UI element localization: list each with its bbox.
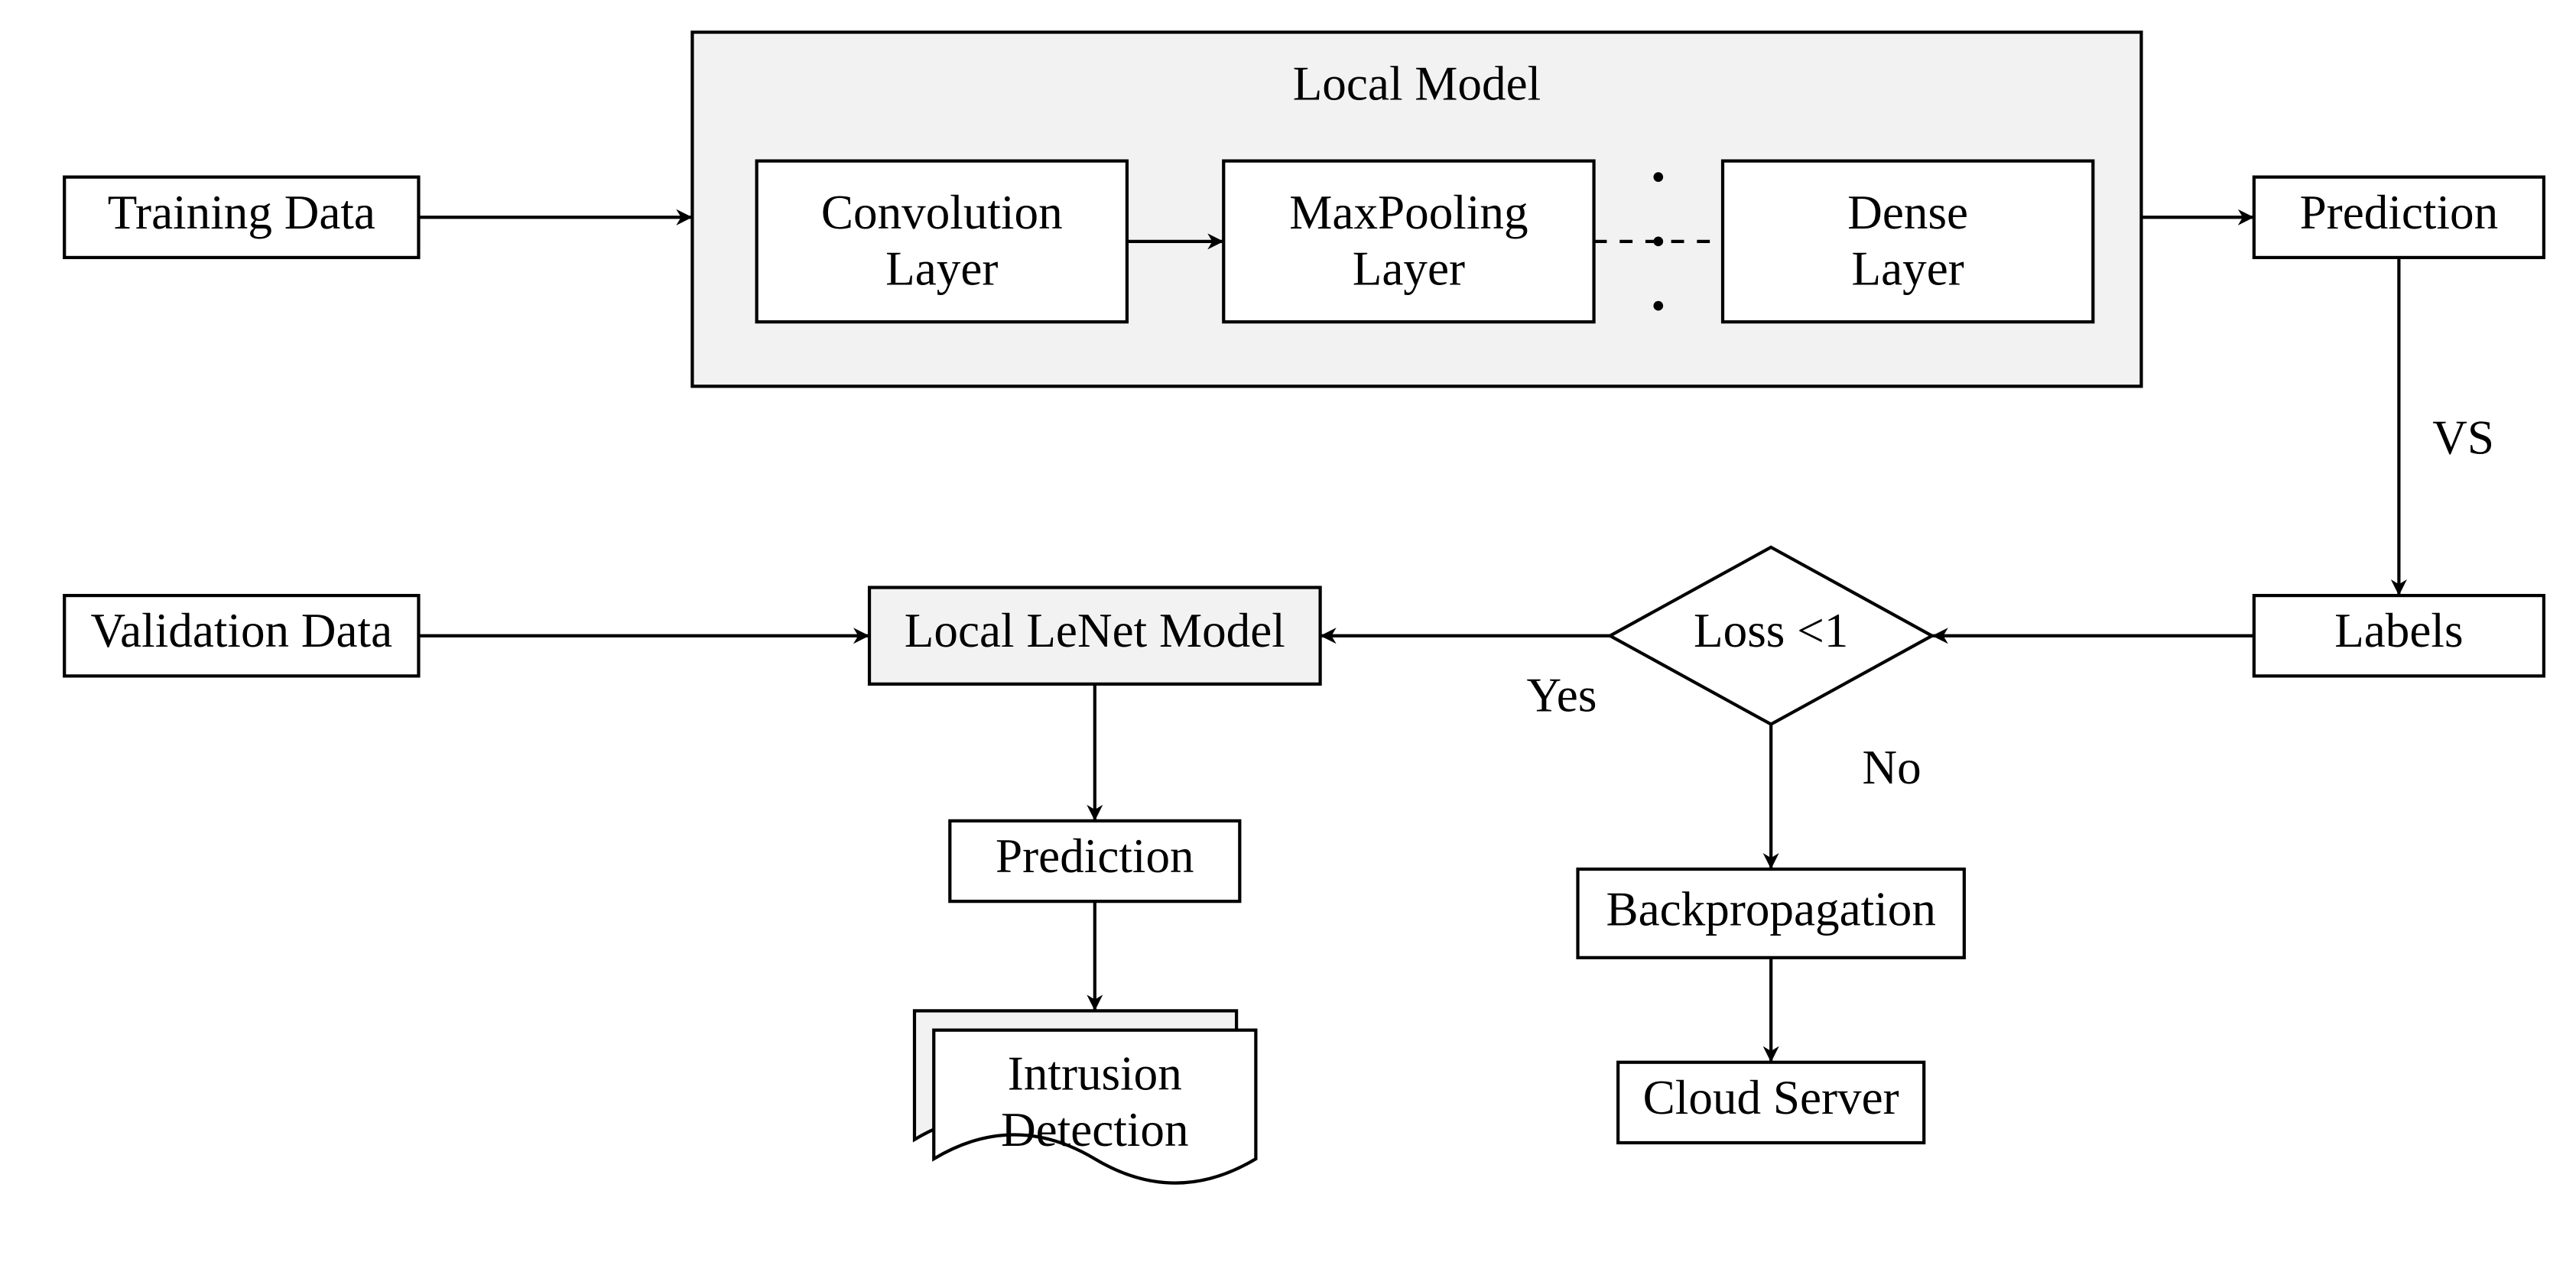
- dense-layer-label-2: Layer: [1852, 242, 1964, 295]
- cloud-server-label: Cloud Server: [1643, 1071, 1899, 1124]
- ellipsis-dot: [1653, 301, 1663, 311]
- edge-no-label: No: [1863, 741, 1921, 794]
- local-model-title: Local Model: [1293, 57, 1541, 110]
- edge-vs-label: VS: [2432, 411, 2494, 465]
- maxpool-layer-label-2: Layer: [1353, 242, 1465, 295]
- training-data-label: Training Data: [108, 186, 375, 239]
- conv-layer-label-1: Convolution: [821, 186, 1063, 239]
- loss-decision-label: Loss <1: [1694, 604, 1848, 657]
- backprop-label: Backpropagation: [1606, 882, 1935, 936]
- edge-yes-label: Yes: [1527, 668, 1597, 722]
- intrusion-label-2: Detection: [1001, 1103, 1189, 1157]
- flowchart-canvas: Local Model Training Data Convolution La…: [0, 0, 2576, 1288]
- dense-layer-label-1: Dense: [1847, 186, 1968, 239]
- prediction-top-label: Prediction: [2300, 186, 2499, 239]
- maxpool-layer-label-1: MaxPooling: [1289, 186, 1528, 239]
- local-lenet-label: Local LeNet Model: [905, 604, 1285, 657]
- ellipsis-dot: [1653, 172, 1663, 182]
- validation-data-label: Validation Data: [91, 604, 393, 657]
- prediction-mid-label: Prediction: [996, 829, 1194, 883]
- conv-layer-label-2: Layer: [885, 242, 998, 295]
- intrusion-label-1: Intrusion: [1008, 1046, 1182, 1100]
- labels-label: Labels: [2334, 604, 2463, 657]
